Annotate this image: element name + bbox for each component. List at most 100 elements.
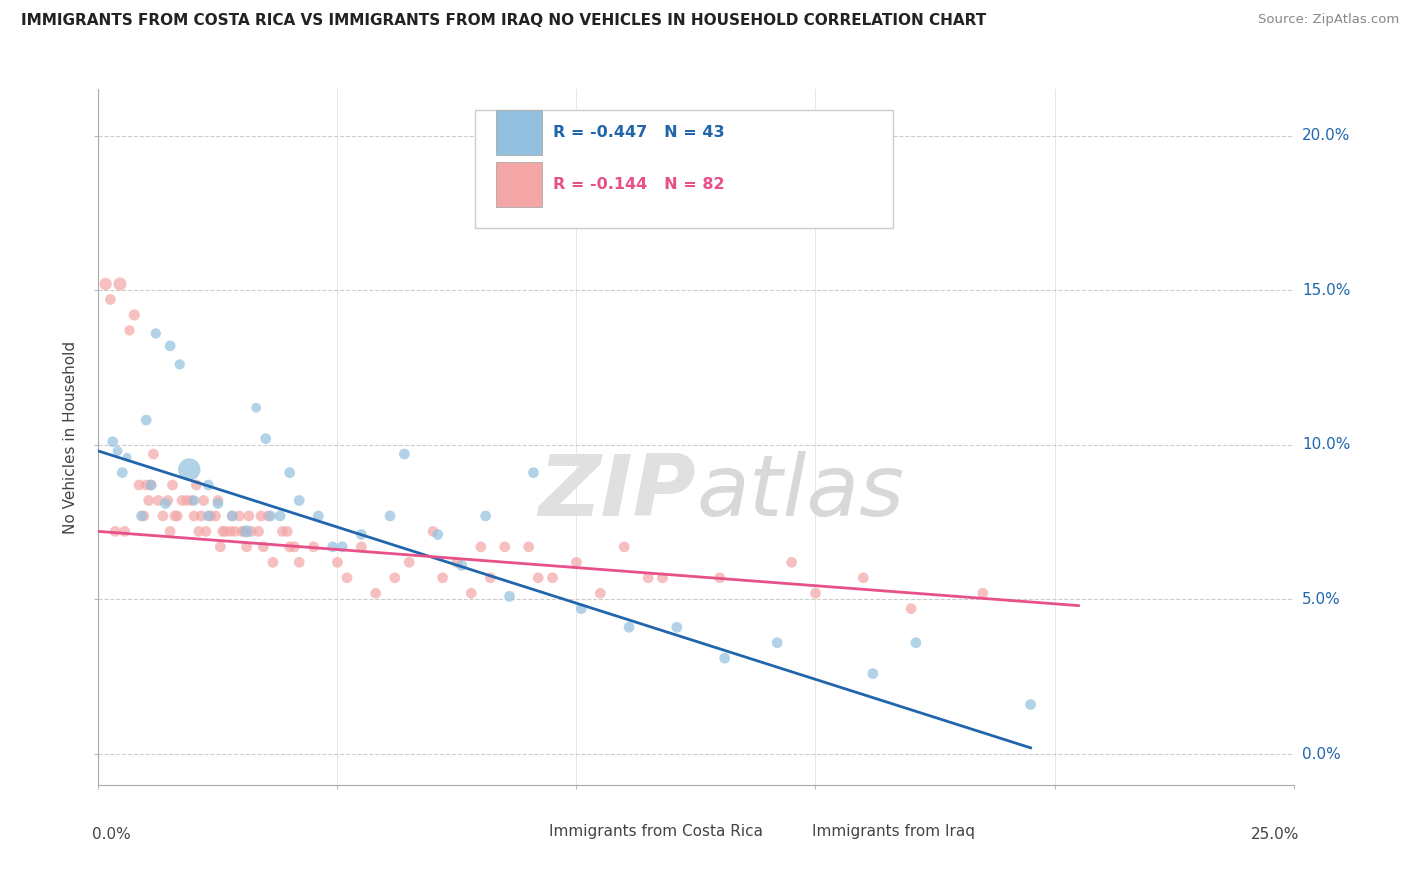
Point bbox=[135, 413, 157, 427]
Point bbox=[101, 434, 124, 449]
Point bbox=[219, 524, 242, 539]
Point bbox=[384, 571, 406, 585]
Point bbox=[124, 308, 146, 322]
Point bbox=[197, 478, 219, 492]
Point bbox=[194, 524, 217, 539]
Bar bbox=[756, 816, 794, 847]
Point bbox=[179, 462, 201, 476]
Point bbox=[200, 508, 222, 523]
Point bbox=[637, 571, 659, 585]
Point bbox=[228, 508, 250, 523]
Point bbox=[804, 586, 827, 600]
Point bbox=[254, 432, 277, 446]
Point bbox=[278, 466, 301, 480]
Text: 5.0%: 5.0% bbox=[1302, 592, 1340, 607]
Point bbox=[613, 540, 636, 554]
Point bbox=[183, 493, 205, 508]
Y-axis label: No Vehicles in Household: No Vehicles in Household bbox=[63, 341, 79, 533]
Point bbox=[651, 571, 673, 585]
Point bbox=[1019, 698, 1042, 712]
Point bbox=[269, 508, 291, 523]
Text: 20.0%: 20.0% bbox=[1302, 128, 1350, 143]
Point bbox=[288, 493, 311, 508]
Point bbox=[527, 571, 550, 585]
Point bbox=[565, 555, 588, 569]
Point bbox=[135, 478, 157, 492]
Point bbox=[460, 586, 482, 600]
Point bbox=[245, 401, 267, 415]
Text: 10.0%: 10.0% bbox=[1302, 437, 1350, 452]
Point bbox=[394, 447, 416, 461]
Point bbox=[479, 571, 502, 585]
Point bbox=[569, 601, 592, 615]
Point bbox=[139, 478, 162, 492]
Text: Immigrants from Costa Rica: Immigrants from Costa Rica bbox=[548, 824, 763, 839]
Point bbox=[271, 524, 294, 539]
Point bbox=[330, 540, 353, 554]
Point bbox=[350, 540, 373, 554]
Point bbox=[169, 358, 191, 372]
Point bbox=[156, 493, 179, 508]
Point bbox=[494, 540, 516, 554]
Point bbox=[209, 540, 232, 554]
Point bbox=[235, 524, 257, 539]
Point bbox=[142, 447, 165, 461]
Point bbox=[326, 555, 349, 569]
Point bbox=[307, 508, 329, 523]
Text: IMMIGRANTS FROM COSTA RICA VS IMMIGRANTS FROM IRAQ NO VEHICLES IN HOUSEHOLD CORR: IMMIGRANTS FROM COSTA RICA VS IMMIGRANTS… bbox=[21, 13, 987, 29]
Text: 0.0%: 0.0% bbox=[1302, 747, 1340, 762]
Point bbox=[709, 571, 731, 585]
Point bbox=[104, 524, 127, 539]
Point bbox=[665, 620, 688, 634]
Point bbox=[197, 508, 219, 523]
Point bbox=[118, 323, 141, 337]
Point bbox=[252, 540, 274, 554]
Text: Source: ZipAtlas.com: Source: ZipAtlas.com bbox=[1258, 13, 1399, 27]
Point bbox=[233, 524, 256, 539]
Point bbox=[115, 450, 138, 465]
Point bbox=[132, 508, 155, 523]
Point bbox=[186, 478, 208, 492]
Point bbox=[900, 601, 922, 615]
Point bbox=[166, 508, 188, 523]
Point bbox=[470, 540, 492, 554]
Point bbox=[131, 508, 153, 523]
Point bbox=[221, 508, 243, 523]
Point bbox=[852, 571, 875, 585]
Point bbox=[322, 540, 344, 554]
Point bbox=[145, 326, 167, 341]
Point bbox=[364, 586, 387, 600]
Bar bbox=[496, 110, 541, 155]
Point bbox=[426, 527, 449, 541]
Text: R = -0.447   N = 43: R = -0.447 N = 43 bbox=[553, 125, 724, 140]
Text: atlas: atlas bbox=[696, 451, 904, 534]
Point bbox=[211, 524, 233, 539]
Point bbox=[138, 493, 160, 508]
Point bbox=[139, 478, 162, 492]
Point bbox=[240, 524, 263, 539]
Point bbox=[114, 524, 136, 539]
Point bbox=[589, 586, 612, 600]
Point bbox=[207, 497, 229, 511]
Text: 25.0%: 25.0% bbox=[1251, 827, 1299, 842]
Text: 15.0%: 15.0% bbox=[1302, 283, 1350, 298]
Point bbox=[780, 555, 803, 569]
Point bbox=[283, 540, 305, 554]
Point bbox=[288, 555, 311, 569]
Point bbox=[450, 558, 472, 573]
Point bbox=[336, 571, 359, 585]
Point bbox=[302, 540, 325, 554]
Text: 0.0%: 0.0% bbox=[93, 827, 131, 842]
Text: R = -0.144   N = 82: R = -0.144 N = 82 bbox=[553, 177, 724, 192]
Point bbox=[713, 651, 735, 665]
Point bbox=[98, 293, 122, 307]
Point bbox=[904, 636, 927, 650]
Point bbox=[159, 339, 181, 353]
Point bbox=[522, 466, 544, 480]
Bar bbox=[496, 161, 541, 207]
Point bbox=[190, 508, 212, 523]
Point bbox=[231, 524, 253, 539]
Point bbox=[152, 508, 174, 523]
Point bbox=[541, 571, 564, 585]
Point bbox=[262, 555, 284, 569]
